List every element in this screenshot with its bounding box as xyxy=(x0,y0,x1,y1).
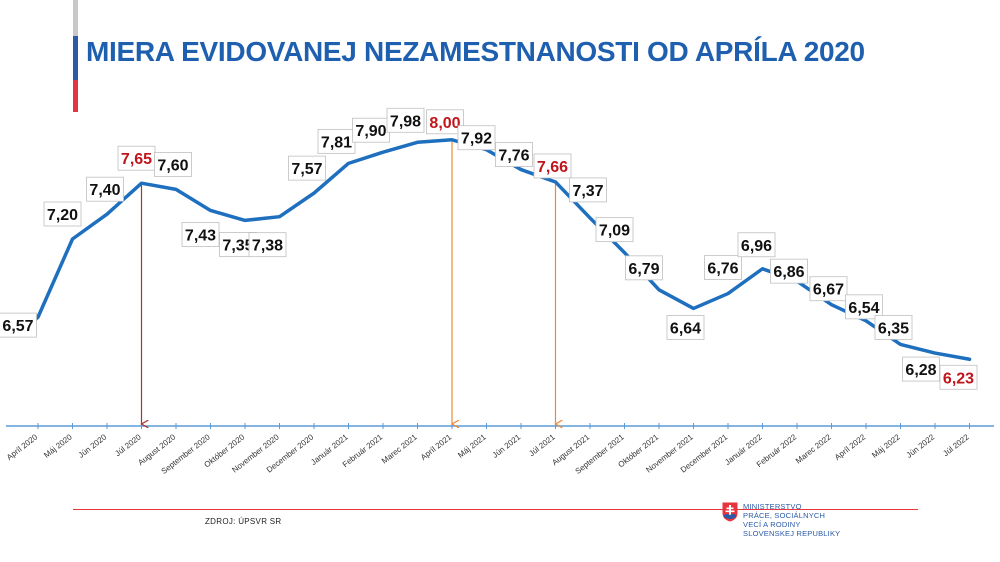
x-tick-label: Jún 2020 xyxy=(77,432,109,460)
data-label-box xyxy=(86,176,124,202)
x-tick-label: Júl 2021 xyxy=(527,432,557,458)
data-label-box xyxy=(939,364,978,390)
x-tick-label: Júl 2022 xyxy=(941,432,971,458)
x-tick-label: Jún 2021 xyxy=(491,432,523,460)
data-label: 6,79 xyxy=(628,261,659,278)
data-label-box xyxy=(426,109,464,135)
data-label: 7,98 xyxy=(390,113,421,130)
data-label: 7,40 xyxy=(89,182,120,199)
data-label-box xyxy=(533,153,572,179)
data-label-box xyxy=(809,276,848,302)
data-label: 7,35 xyxy=(222,237,253,254)
data-label: 7,65 xyxy=(121,151,152,168)
accent-bar-gray xyxy=(73,0,78,36)
data-label: 6,76 xyxy=(707,261,738,278)
x-tick-label: Apríl 2020 xyxy=(5,432,40,462)
x-tick-label: Júl 2020 xyxy=(113,432,143,458)
ministry-line: VECÍ A RODINY xyxy=(743,520,801,529)
data-label-box xyxy=(0,312,37,338)
x-tick-label: Marec 2021 xyxy=(380,432,419,465)
accent-bar-red xyxy=(73,80,78,112)
data-label-box xyxy=(154,151,192,177)
chart-title: MIERA EVIDOVANEJ NEZAMESTNANOSTI OD APRÍ… xyxy=(86,36,865,67)
data-label: 6,67 xyxy=(813,282,844,299)
data-label: 6,28 xyxy=(905,362,936,379)
accent-bar-blue xyxy=(73,36,78,80)
data-label-box xyxy=(569,177,607,203)
data-label-box xyxy=(595,217,634,243)
x-tick-label: Máj 2022 xyxy=(870,432,902,460)
data-label-box xyxy=(288,155,326,181)
data-label-box xyxy=(352,117,390,143)
data-label-box xyxy=(181,222,220,247)
data-label-box xyxy=(248,232,287,258)
data-label-box xyxy=(117,145,156,171)
data-label-box xyxy=(704,255,742,280)
footer-divider xyxy=(73,509,918,510)
ministry-name: MINISTERSTVO PRÁCE, SOCIÁLNYCH VECÍ A RO… xyxy=(743,502,840,538)
data-label-box xyxy=(386,107,425,133)
coat-of-arms-icon xyxy=(722,502,738,522)
source-note: ZDROJ: ÚPSVR SR xyxy=(205,517,282,526)
data-label: 8,00 xyxy=(429,115,460,132)
data-label-box xyxy=(902,356,940,382)
data-label: 6,64 xyxy=(670,320,701,337)
ministry-line: PRÁCE, SOCIÁLNYCH xyxy=(743,511,826,520)
data-label: 7,09 xyxy=(599,223,630,240)
x-tick-label: Máj 2021 xyxy=(456,432,488,460)
data-label: 7,38 xyxy=(252,238,283,255)
data-label: 7,20 xyxy=(47,207,78,224)
data-label: 7,37 xyxy=(572,183,603,200)
data-label: 7,60 xyxy=(157,157,188,174)
data-label: 7,57 xyxy=(291,161,322,178)
data-label: 6,23 xyxy=(943,370,974,387)
data-label-box xyxy=(457,125,496,151)
data-label-box xyxy=(874,314,913,340)
data-label-box xyxy=(317,128,356,154)
x-tick-label: Jún 2022 xyxy=(905,432,937,460)
data-label-box xyxy=(845,294,883,320)
data-label-box xyxy=(770,258,808,284)
data-label-box xyxy=(495,142,533,167)
data-label: 7,76 xyxy=(498,148,529,165)
data-label: 6,96 xyxy=(741,238,772,255)
ministry-line: MINISTERSTVO xyxy=(743,502,802,511)
ministry-logo: MINISTERSTVO PRÁCE, SOCIÁLNYCH VECÍ A RO… xyxy=(722,502,840,538)
ministry-line: SLOVENSKEJ REPUBLIKY xyxy=(743,529,841,538)
data-label-box xyxy=(43,201,82,227)
x-tick-label: Marec 2022 xyxy=(794,432,833,465)
data-label-box xyxy=(625,255,663,281)
x-tick-label: Apríl 2021 xyxy=(419,432,454,462)
data-label: 6,54 xyxy=(848,300,879,317)
data-label: 7,90 xyxy=(355,123,386,140)
x-tick-label: Apríl 2022 xyxy=(833,432,868,462)
data-label-box xyxy=(666,315,705,340)
data-label: 6,86 xyxy=(773,264,804,281)
data-label-box xyxy=(737,232,776,258)
data-label: 6,57 xyxy=(2,318,33,335)
data-label: 7,43 xyxy=(185,227,216,244)
data-label: 6,35 xyxy=(878,320,909,337)
x-tick-label: Máj 2020 xyxy=(42,432,74,460)
data-label: 7,66 xyxy=(537,159,568,176)
data-label: 7,92 xyxy=(461,131,492,148)
data-label: 7,81 xyxy=(321,134,352,151)
